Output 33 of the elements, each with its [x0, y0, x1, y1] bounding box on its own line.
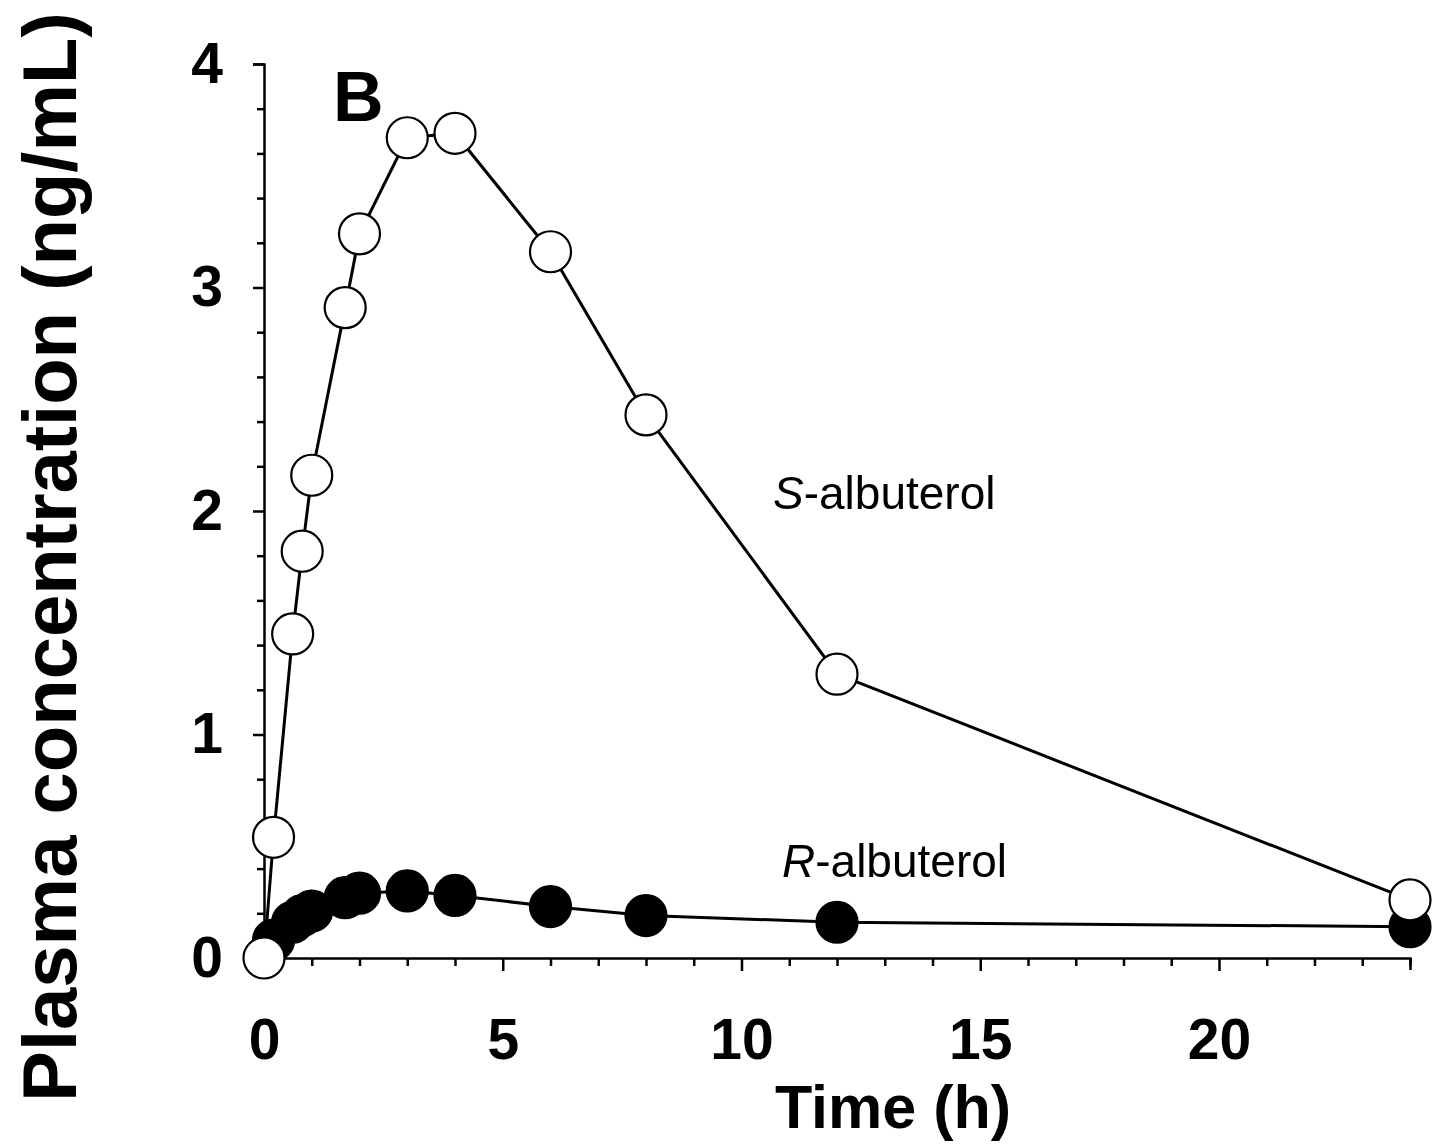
x-tick-label: 5 — [487, 1007, 520, 1072]
point — [385, 116, 429, 160]
y-axis-title: Plasma concentration (ng/mL) — [7, 12, 92, 1102]
point — [624, 893, 668, 938]
y-tick-label: 4 — [191, 30, 224, 95]
annotation: B — [333, 58, 384, 136]
point — [337, 212, 382, 256]
point — [815, 900, 859, 944]
y-tick-label: 2 — [191, 477, 223, 542]
point — [323, 286, 367, 330]
point — [528, 885, 573, 929]
x-tick-label: 20 — [1187, 1007, 1252, 1072]
y-tick-label: 0 — [191, 924, 223, 989]
point — [251, 815, 296, 859]
point — [271, 612, 315, 656]
point — [290, 453, 334, 497]
point — [1388, 878, 1432, 922]
series-label: R-albuterol — [782, 835, 1008, 887]
x-tick-label: 15 — [949, 1007, 1013, 1072]
x-tick-label: 0 — [248, 1007, 281, 1072]
point — [528, 230, 573, 274]
x-tick-label: 10 — [710, 1007, 774, 1072]
point — [242, 936, 286, 980]
x-axis-title: Time (h) — [774, 1073, 1012, 1141]
point — [624, 393, 668, 437]
point — [280, 529, 324, 573]
point — [815, 652, 859, 696]
point — [433, 873, 477, 917]
series-label: S-albuterol — [773, 467, 996, 519]
point — [385, 869, 429, 913]
point — [433, 111, 477, 155]
y-tick-label: 3 — [191, 254, 223, 319]
y-tick-label: 1 — [191, 701, 223, 766]
